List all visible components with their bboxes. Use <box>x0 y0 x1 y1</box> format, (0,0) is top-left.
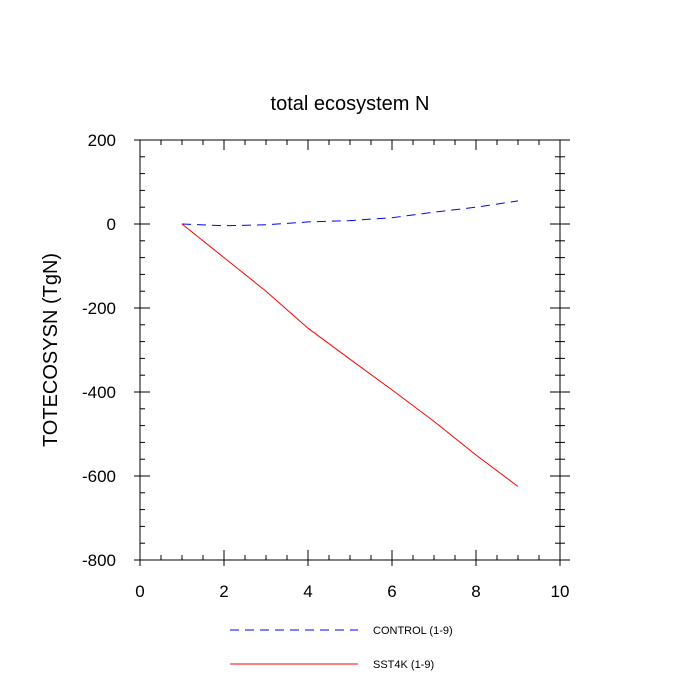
series-layer <box>181 200 519 487</box>
legend-label: CONTROL (1-9) <box>373 625 453 637</box>
legend: CONTROL (1-9) SST4K (1-9) <box>230 625 453 671</box>
y-tick-label: 200 <box>88 131 116 150</box>
x-tick-label: 4 <box>303 582 312 601</box>
y-tick-label: -800 <box>82 551 116 570</box>
x-tick-label: 6 <box>387 582 396 601</box>
x-tick-label: 0 <box>135 582 144 601</box>
plot-frame <box>139 139 561 561</box>
y-axis-label: TOTECOSYSN (TgN) <box>40 253 62 447</box>
series-line-control <box>181 200 519 227</box>
chart-title: total ecosystem N <box>271 93 430 115</box>
axis-ticks: 0 2 4 6 8 10 200 0 -200 -400 -600 -800 <box>82 131 570 601</box>
x-tick-label: 10 <box>551 582 570 601</box>
y-tick-label: 0 <box>107 215 116 234</box>
y-tick-label: -400 <box>82 383 116 402</box>
y-tick-label: -600 <box>82 467 116 486</box>
y-tick-label: -200 <box>82 299 116 318</box>
x-tick-label: 2 <box>219 582 228 601</box>
legend-label: SST4K (1-9) <box>373 659 434 671</box>
x-tick-label: 8 <box>471 582 480 601</box>
series-line-sst4k <box>181 223 519 487</box>
